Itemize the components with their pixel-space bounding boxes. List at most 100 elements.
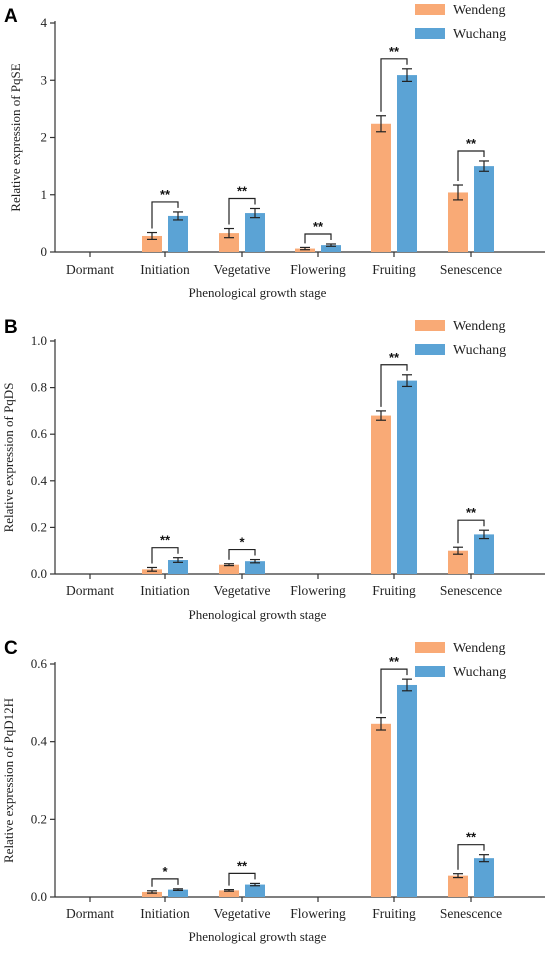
panel-c-y-tick-label: 0.6 [31, 656, 48, 671]
panel-b-legend-label-wendeng: Wendeng [453, 319, 506, 334]
panel-a-bar-wendeng [371, 123, 391, 252]
panel-a-bar-wuchang [168, 215, 188, 252]
panel-c-bar-wendeng [142, 891, 162, 897]
panel-a-significance-bracket [151, 201, 179, 229]
panel-a-bar-wuchang [245, 213, 265, 252]
panel-a-y-tick-label: 0 [41, 244, 48, 259]
panel-a-letter: A [4, 6, 18, 27]
panel-a-significance-label: ** [160, 187, 171, 202]
panel-b-bar-wuchang [245, 561, 265, 574]
panel-b-significance-label: ** [160, 533, 171, 548]
panel-a-x-tick-label: Vegetative [214, 262, 271, 277]
panel-c-significance-label: ** [237, 858, 248, 873]
panel-b-y-tick-label: 0.4 [31, 473, 48, 488]
panel-a-significance-bracket [380, 58, 408, 112]
panel-c-significance-label: * [162, 864, 168, 879]
panel-c-y-tick-label: 0.2 [31, 811, 47, 826]
panel-a-legend-swatch-wendeng [415, 4, 445, 15]
panel-b-x-axis-title: Phenological growth stage [189, 607, 327, 622]
panel-c-bar-wuchang [168, 889, 188, 897]
panel-b-significance-bracket [457, 519, 485, 544]
panel-b-y-axis-title: Relative expression of PqDS [1, 383, 16, 533]
panel-c-x-tick-label: Senescence [440, 906, 502, 921]
panel-c-x-tick-label: Flowering [290, 906, 346, 921]
panel-c-significance-bracket [380, 668, 408, 714]
panel-b-bar-wendeng [371, 415, 391, 574]
panel-b-bar-wuchang [168, 560, 188, 574]
panel-c-legend-label-wendeng: Wendeng [453, 641, 506, 656]
panel-a-bar-wuchang [474, 166, 494, 252]
panel-a-legend-label-wuchang: Wuchang [453, 27, 506, 42]
panel-c-bar-wendeng [219, 890, 239, 897]
panel-c-bar-wendeng [448, 875, 468, 897]
panel-b-legend-label-wuchang: Wuchang [453, 343, 506, 358]
panel-c-y-axis-title: Relative expression of PqD12H [1, 698, 16, 863]
panel-b-x-tick-label: Vegetative [214, 583, 271, 598]
panel-a-x-tick-label: Fruiting [372, 262, 416, 277]
panel-c-legend-swatch-wendeng [415, 642, 445, 653]
panel-c-bar-wuchang [397, 684, 417, 897]
panel-a-significance-bracket [228, 197, 256, 225]
panel-c-significance-bracket [228, 872, 256, 886]
panel-a-significance-bracket [304, 233, 332, 244]
panel-a-y-axis-title: Relative expression of PqSE [8, 63, 23, 211]
panel-a-bar-wuchang [397, 75, 417, 252]
panel-b-x-tick-label: Fruiting [372, 583, 416, 598]
panel-c-significance-label: ** [466, 830, 477, 845]
panel-c-significance-bracket [457, 844, 485, 870]
panel-b-bar-wendeng [219, 564, 239, 574]
panel-a-x-tick-label: Initiation [140, 262, 190, 277]
panel-a-y-tick-label: 2 [41, 130, 48, 145]
panel-a-bar-wuchang [321, 245, 341, 252]
panel-a-y-tick-label: 1 [41, 187, 48, 202]
panel-b-significance-label: ** [389, 350, 400, 365]
panel-a-significance-label: ** [389, 44, 400, 59]
panel-b-bar-wendeng [448, 550, 468, 574]
panel-a-bar-wendeng [448, 192, 468, 252]
panel-c-x-tick-label: Initiation [140, 906, 190, 921]
panel-b-significance-bracket [380, 364, 408, 407]
panel-c-y-tick-label: 0.4 [31, 734, 48, 749]
panel-b-x-tick-label: Senescence [440, 583, 502, 598]
panel-b-x-tick-label: Dormant [66, 583, 114, 598]
panel-c-x-axis-title: Phenological growth stage [189, 929, 327, 944]
panel-b-significance-bracket [228, 548, 256, 560]
panel-a-x-tick-label: Dormant [66, 262, 114, 277]
panel-c-legend-label-wuchang: Wuchang [453, 665, 506, 680]
panel-c-significance-label: ** [389, 654, 400, 669]
panel-b-legend-swatch-wendeng [415, 320, 445, 331]
panel-a-y-tick-label: 4 [41, 15, 48, 30]
panel-b-significance-label: ** [466, 505, 477, 520]
panel-a-legend-label-wendeng: Wendeng [453, 3, 506, 18]
panel-c-y-tick-label: 0.0 [31, 889, 47, 904]
panel-b-letter: B [4, 317, 18, 338]
panel-a-x-tick-label: Flowering [290, 262, 346, 277]
panel-b-y-tick-label: 0.2 [31, 519, 47, 534]
panel-b-significance-bracket [151, 547, 179, 564]
panel-a-significance-label: ** [313, 219, 324, 234]
panel-b-y-tick-label: 0.6 [31, 426, 48, 441]
panel-b-y-tick-label: 0.0 [31, 566, 47, 581]
panel-a-legend-swatch-wuchang [415, 28, 445, 39]
panel-c-bar-wuchang [474, 858, 494, 897]
panel-b-x-tick-label: Initiation [140, 583, 190, 598]
panel-b-x-tick-label: Flowering [290, 583, 346, 598]
panel-c-letter: C [4, 638, 18, 659]
panel-c-bar-wuchang [245, 884, 265, 897]
panel-a-x-axis-title: Phenological growth stage [189, 285, 327, 300]
panel-b-y-tick-label: 0.8 [31, 380, 47, 395]
panel-a-y-tick-label: 3 [41, 72, 48, 87]
panel-a-significance-label: ** [237, 183, 248, 198]
panel-b-bar-wuchang [474, 534, 494, 574]
panel-c-bar-wendeng [371, 723, 391, 897]
panel-c-x-tick-label: Vegetative [214, 906, 271, 921]
panel-a-significance-label: ** [466, 136, 477, 151]
panel-b-bar-wuchang [397, 380, 417, 574]
panel-c-x-tick-label: Fruiting [372, 906, 416, 921]
panel-c-x-tick-label: Dormant [66, 906, 114, 921]
panel-a-x-tick-label: Senescence [440, 262, 502, 277]
panel-c-legend-swatch-wuchang [415, 666, 445, 677]
panel-c-significance-bracket [151, 878, 179, 887]
